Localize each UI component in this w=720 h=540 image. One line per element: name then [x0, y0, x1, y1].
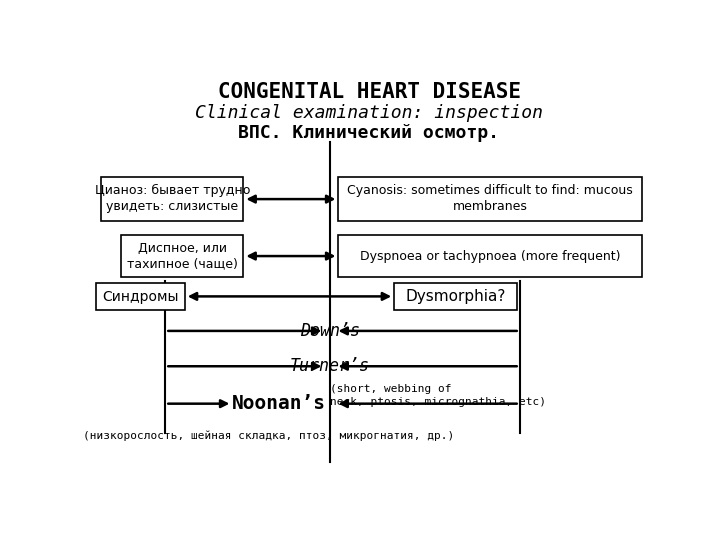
Text: Down’s: Down’s: [300, 322, 360, 340]
Text: (short, webbing of
neck, ptosis, micrognathia, etc): (short, webbing of neck, ptosis, microgn…: [330, 384, 546, 407]
FancyBboxPatch shape: [338, 235, 642, 277]
Text: Dyspnoea or tachypnoea (more frequent): Dyspnoea or tachypnoea (more frequent): [360, 249, 621, 262]
Text: Dysmorphia?: Dysmorphia?: [405, 289, 505, 304]
Text: Clinical examination: inspection: Clinical examination: inspection: [195, 104, 543, 122]
FancyBboxPatch shape: [101, 177, 243, 221]
Text: Цианоз: бывает трудно
увидеть: слизистые: Цианоз: бывает трудно увидеть: слизистые: [94, 184, 250, 213]
Text: ВПС. Клинический осмотр.: ВПС. Клинический осмотр.: [238, 124, 500, 143]
Text: Turner’s: Turner’s: [290, 357, 370, 375]
FancyBboxPatch shape: [394, 283, 517, 310]
Text: (низкорослость, шейная складка, птоз, микрогнатия, др.): (низкорослость, шейная складка, птоз, ми…: [83, 430, 454, 441]
Text: Синдромы: Синдромы: [102, 289, 179, 303]
Text: CONGENITAL HEART DISEASE: CONGENITAL HEART DISEASE: [217, 82, 521, 102]
Text: Диспное, или
тахипное (чаще): Диспное, или тахипное (чаще): [127, 241, 238, 271]
FancyBboxPatch shape: [338, 177, 642, 221]
Text: Noonan’s: Noonan’s: [233, 394, 326, 413]
FancyBboxPatch shape: [121, 235, 243, 277]
FancyBboxPatch shape: [96, 283, 185, 310]
Text: Cyanosis: sometimes difficult to find: mucous
membranes: Cyanosis: sometimes difficult to find: m…: [348, 184, 634, 213]
